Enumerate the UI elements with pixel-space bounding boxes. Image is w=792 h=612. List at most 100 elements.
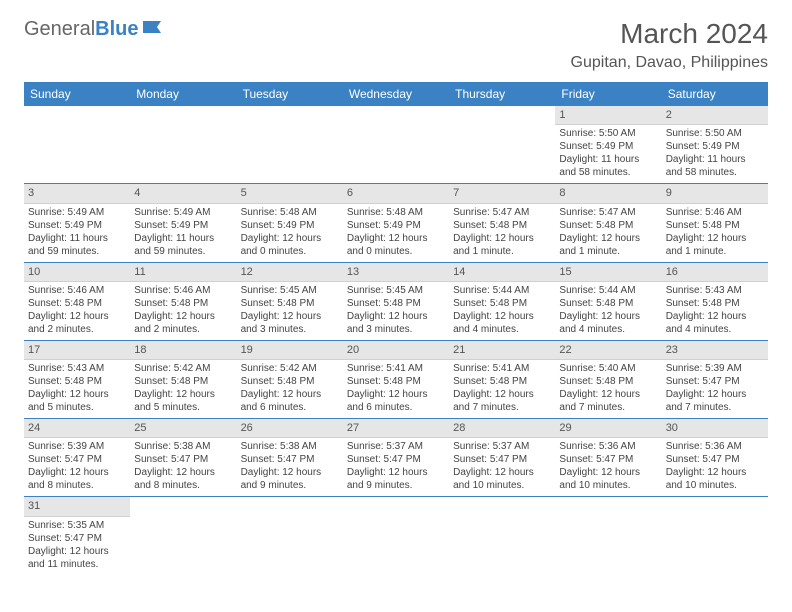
day-number: 11 [130,263,236,282]
daylight-text: Daylight: 12 hours and 10 minutes. [666,466,764,492]
calendar-cell [343,106,449,184]
calendar-cell: 15Sunrise: 5:44 AMSunset: 5:48 PMDayligh… [555,262,661,340]
sunrise-text: Sunrise: 5:50 AM [559,127,657,140]
sunrise-text: Sunrise: 5:42 AM [241,362,339,375]
calendar-row: 24Sunrise: 5:39 AMSunset: 5:47 PMDayligh… [24,419,768,497]
calendar-row: 31Sunrise: 5:35 AMSunset: 5:47 PMDayligh… [24,497,768,575]
calendar-cell: 3Sunrise: 5:49 AMSunset: 5:49 PMDaylight… [24,184,130,262]
sunset-text: Sunset: 5:47 PM [559,453,657,466]
sunset-text: Sunset: 5:48 PM [347,375,445,388]
daylight-text: Daylight: 12 hours and 9 minutes. [347,466,445,492]
calendar-cell [237,497,343,575]
sunset-text: Sunset: 5:48 PM [241,297,339,310]
calendar-cell: 7Sunrise: 5:47 AMSunset: 5:48 PMDaylight… [449,184,555,262]
day-number: 31 [24,497,130,516]
day-number: 7 [449,184,555,203]
daylight-text: Daylight: 12 hours and 6 minutes. [241,388,339,414]
calendar-cell: 13Sunrise: 5:45 AMSunset: 5:48 PMDayligh… [343,262,449,340]
day-number: 22 [555,341,661,360]
sunrise-text: Sunrise: 5:46 AM [666,206,764,219]
calendar-cell: 26Sunrise: 5:38 AMSunset: 5:47 PMDayligh… [237,419,343,497]
sunset-text: Sunset: 5:47 PM [666,375,764,388]
sunrise-text: Sunrise: 5:37 AM [347,440,445,453]
sunrise-text: Sunrise: 5:39 AM [28,440,126,453]
daylight-text: Daylight: 12 hours and 0 minutes. [241,232,339,258]
day-number: 2 [662,106,768,125]
sunrise-text: Sunrise: 5:47 AM [453,206,551,219]
sunset-text: Sunset: 5:48 PM [28,297,126,310]
day-body: Sunrise: 5:50 AMSunset: 5:49 PMDaylight:… [662,125,768,183]
sunrise-text: Sunrise: 5:40 AM [559,362,657,375]
calendar-cell: 24Sunrise: 5:39 AMSunset: 5:47 PMDayligh… [24,419,130,497]
sunrise-text: Sunrise: 5:50 AM [666,127,764,140]
sunrise-text: Sunrise: 5:37 AM [453,440,551,453]
weekday-header: Friday [555,82,661,106]
weekday-header: Thursday [449,82,555,106]
calendar-row: 17Sunrise: 5:43 AMSunset: 5:48 PMDayligh… [24,340,768,418]
daylight-text: Daylight: 12 hours and 4 minutes. [453,310,551,336]
calendar-cell: 9Sunrise: 5:46 AMSunset: 5:48 PMDaylight… [662,184,768,262]
sunrise-text: Sunrise: 5:41 AM [453,362,551,375]
day-number: 12 [237,263,343,282]
day-body: Sunrise: 5:43 AMSunset: 5:48 PMDaylight:… [24,360,130,418]
daylight-text: Daylight: 12 hours and 10 minutes. [559,466,657,492]
daylight-text: Daylight: 11 hours and 58 minutes. [559,153,657,179]
day-number: 5 [237,184,343,203]
day-number: 1 [555,106,661,125]
day-body: Sunrise: 5:48 AMSunset: 5:49 PMDaylight:… [237,204,343,262]
weekday-header: Saturday [662,82,768,106]
daylight-text: Daylight: 12 hours and 3 minutes. [347,310,445,336]
day-number: 25 [130,419,236,438]
calendar-cell: 18Sunrise: 5:42 AMSunset: 5:48 PMDayligh… [130,340,236,418]
title-block: March 2024 Gupitan, Davao, Philippines [571,18,768,72]
day-number: 10 [24,263,130,282]
calendar-cell: 4Sunrise: 5:49 AMSunset: 5:49 PMDaylight… [130,184,236,262]
day-number: 20 [343,341,449,360]
calendar-cell: 19Sunrise: 5:42 AMSunset: 5:48 PMDayligh… [237,340,343,418]
day-body: Sunrise: 5:46 AMSunset: 5:48 PMDaylight:… [130,282,236,340]
page-title: March 2024 [571,18,768,50]
daylight-text: Daylight: 12 hours and 10 minutes. [453,466,551,492]
calendar-cell: 28Sunrise: 5:37 AMSunset: 5:47 PMDayligh… [449,419,555,497]
calendar-cell [130,497,236,575]
calendar-cell: 14Sunrise: 5:44 AMSunset: 5:48 PMDayligh… [449,262,555,340]
sunset-text: Sunset: 5:48 PM [453,219,551,232]
day-number: 14 [449,263,555,282]
sunset-text: Sunset: 5:47 PM [453,453,551,466]
day-body: Sunrise: 5:38 AMSunset: 5:47 PMDaylight:… [130,438,236,496]
day-body: Sunrise: 5:42 AMSunset: 5:48 PMDaylight:… [237,360,343,418]
weekday-header: Monday [130,82,236,106]
sunset-text: Sunset: 5:48 PM [134,375,232,388]
daylight-text: Daylight: 12 hours and 5 minutes. [134,388,232,414]
day-body: Sunrise: 5:37 AMSunset: 5:47 PMDaylight:… [449,438,555,496]
day-number: 8 [555,184,661,203]
weekday-header: Tuesday [237,82,343,106]
calendar-cell: 17Sunrise: 5:43 AMSunset: 5:48 PMDayligh… [24,340,130,418]
day-body: Sunrise: 5:40 AMSunset: 5:48 PMDaylight:… [555,360,661,418]
sunrise-text: Sunrise: 5:36 AM [559,440,657,453]
calendar-cell: 11Sunrise: 5:46 AMSunset: 5:48 PMDayligh… [130,262,236,340]
weekday-header-row: SundayMondayTuesdayWednesdayThursdayFrid… [24,82,768,106]
day-body: Sunrise: 5:37 AMSunset: 5:47 PMDaylight:… [343,438,449,496]
day-number: 17 [24,341,130,360]
sunrise-text: Sunrise: 5:38 AM [134,440,232,453]
day-number: 29 [555,419,661,438]
calendar-cell: 22Sunrise: 5:40 AMSunset: 5:48 PMDayligh… [555,340,661,418]
sunset-text: Sunset: 5:48 PM [453,297,551,310]
day-number: 27 [343,419,449,438]
day-body: Sunrise: 5:41 AMSunset: 5:48 PMDaylight:… [449,360,555,418]
sunset-text: Sunset: 5:48 PM [28,375,126,388]
sunrise-text: Sunrise: 5:46 AM [134,284,232,297]
sunrise-text: Sunrise: 5:46 AM [28,284,126,297]
sunrise-text: Sunrise: 5:49 AM [28,206,126,219]
daylight-text: Daylight: 12 hours and 7 minutes. [453,388,551,414]
weekday-header: Wednesday [343,82,449,106]
day-number: 6 [343,184,449,203]
day-body: Sunrise: 5:46 AMSunset: 5:48 PMDaylight:… [662,204,768,262]
daylight-text: Daylight: 12 hours and 1 minute. [666,232,764,258]
day-body: Sunrise: 5:49 AMSunset: 5:49 PMDaylight:… [24,204,130,262]
logo-text-general: General [24,18,95,41]
daylight-text: Daylight: 12 hours and 0 minutes. [347,232,445,258]
sunrise-text: Sunrise: 5:42 AM [134,362,232,375]
day-number: 28 [449,419,555,438]
